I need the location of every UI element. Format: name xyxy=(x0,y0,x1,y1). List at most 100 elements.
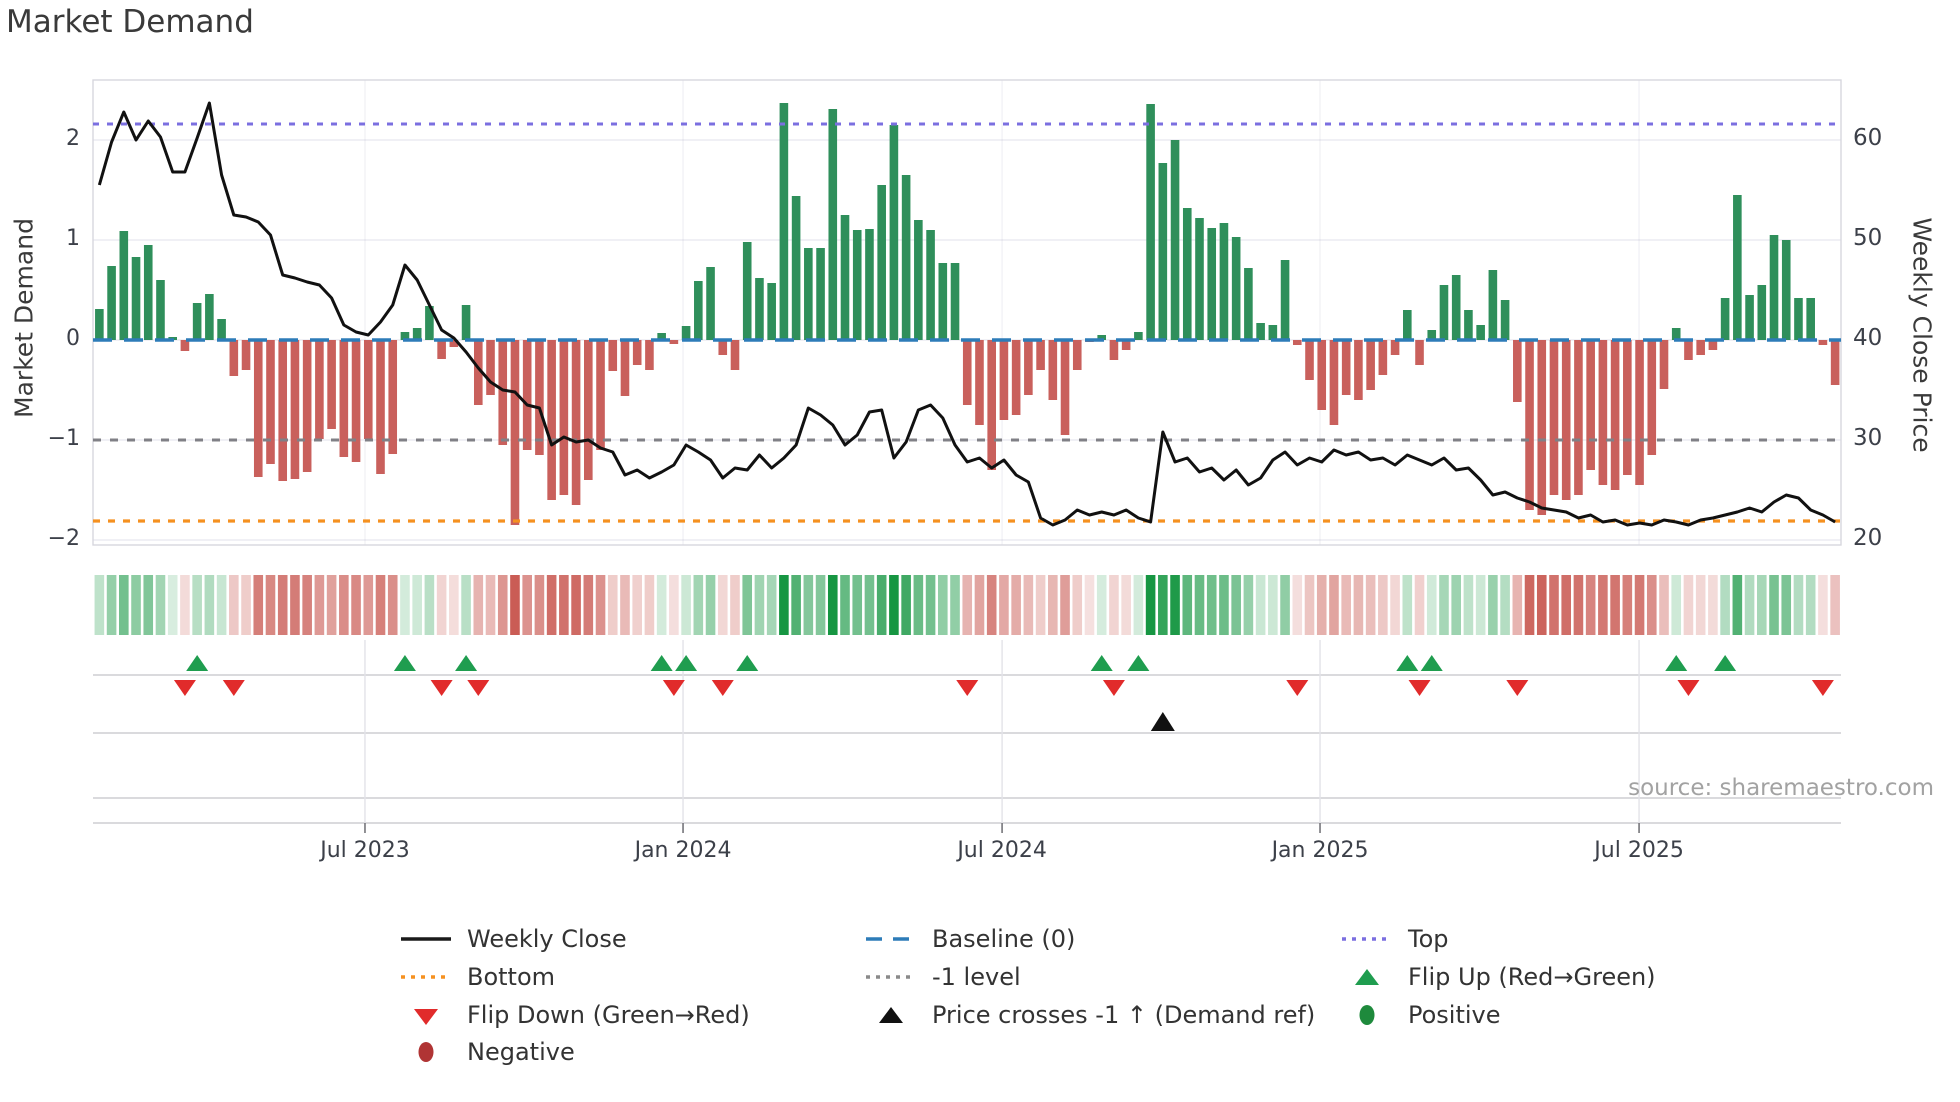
heatmap-cell xyxy=(1304,575,1315,635)
flip-up-marker xyxy=(1090,655,1113,671)
heatmap-cell xyxy=(1500,575,1510,635)
heatmap-cell xyxy=(815,575,826,635)
heatmap-cell xyxy=(253,575,264,635)
demand-bar xyxy=(755,278,764,340)
demand-bar xyxy=(608,340,618,371)
heatmap-cell xyxy=(1378,575,1388,635)
heatmap-cell xyxy=(119,575,129,635)
heatmap-cell xyxy=(302,575,312,635)
demand-bar xyxy=(1415,340,1424,365)
heatmap-cell xyxy=(974,575,985,635)
demand-bar xyxy=(1244,268,1253,340)
demand-bar xyxy=(1635,340,1644,485)
heatmap-cell xyxy=(1170,575,1180,635)
demand-bar xyxy=(987,340,996,470)
legend-item-label: Bottom xyxy=(467,963,556,991)
demand-bar xyxy=(1011,340,1021,415)
heatmap-cell xyxy=(742,575,753,635)
heatmap-cell xyxy=(1243,575,1254,635)
triangle-up-icon xyxy=(879,1007,903,1023)
heatmap-cell xyxy=(1634,575,1645,635)
demand-bar xyxy=(1513,340,1522,402)
legend-item-label: -1 level xyxy=(932,963,1021,991)
demand-bar xyxy=(1561,340,1571,500)
heatmap-cell xyxy=(925,575,936,635)
flip-down-marker xyxy=(1102,680,1125,696)
ellipse-icon xyxy=(1359,1005,1375,1025)
demand-bar xyxy=(388,340,398,454)
heatmap-cell xyxy=(1255,575,1266,635)
legend-item-label: Baseline (0) xyxy=(932,925,1076,953)
heatmap-cell xyxy=(1048,575,1058,635)
demand-bar xyxy=(742,242,752,340)
heatmap-cell xyxy=(644,575,655,635)
heatmap-cell xyxy=(1365,575,1376,635)
heatmap-cell xyxy=(1426,575,1437,635)
flip-down-marker xyxy=(1677,680,1700,696)
heatmap-cell xyxy=(1194,575,1205,635)
demand-bar xyxy=(1256,323,1265,340)
demand-bar xyxy=(1537,340,1547,515)
demand-bar xyxy=(180,340,190,351)
demand-bar xyxy=(400,332,410,340)
demand-bar xyxy=(461,305,471,340)
demand-bar xyxy=(1427,330,1437,340)
solid-line-icon xyxy=(399,926,453,952)
demand-bar xyxy=(718,340,728,355)
heatmap-cell xyxy=(510,575,520,635)
demand-bar xyxy=(1733,195,1742,340)
heatmap-cell xyxy=(1329,575,1339,635)
heatmap-cell xyxy=(1561,575,1572,635)
demand-bar xyxy=(1574,340,1583,495)
dotted-line-icon xyxy=(1342,937,1392,941)
flip-down-marker xyxy=(430,680,453,696)
heatmap-cell xyxy=(840,575,850,635)
flip-up-marker xyxy=(1127,655,1150,671)
heatmap-cell xyxy=(1280,575,1290,635)
demand-bar xyxy=(1403,310,1412,340)
legend-item: Bottom xyxy=(399,962,555,992)
demand-bar xyxy=(1378,340,1388,375)
demand-bar xyxy=(1525,340,1534,510)
demand-bar xyxy=(510,340,520,525)
heatmap-cell xyxy=(901,575,911,635)
demand-bar xyxy=(767,283,776,340)
heatmap-cell xyxy=(192,575,202,635)
heatmap-cell xyxy=(106,575,117,635)
heatmap-cell xyxy=(412,575,422,635)
demand-bar xyxy=(376,340,385,474)
heatmap-cell xyxy=(766,575,777,635)
heatmap-cell xyxy=(1268,575,1278,635)
heatmap-cell xyxy=(94,575,105,635)
heatmap-cell xyxy=(1756,575,1767,635)
heatmap-cell xyxy=(620,575,630,635)
plot-border xyxy=(92,79,1842,546)
heatmap-cell xyxy=(827,575,838,635)
heatmap-cell xyxy=(1292,575,1303,635)
heatmap-cell xyxy=(1182,575,1193,635)
demand-bar xyxy=(412,328,422,340)
dotted-line-icon xyxy=(1340,926,1394,952)
heatmap-cell xyxy=(1133,575,1144,635)
demand-bar xyxy=(828,109,838,340)
demand-bar xyxy=(1390,340,1400,355)
heatmap-cell xyxy=(1781,575,1792,635)
heatmap-cell xyxy=(534,575,545,635)
heatmap-cell xyxy=(1316,575,1327,635)
heatmap-cell xyxy=(986,575,997,635)
heatmap-cell xyxy=(1683,575,1694,635)
demand-bar xyxy=(1586,340,1595,470)
demand-bar xyxy=(1671,328,1681,340)
heatmap-cell xyxy=(1695,575,1706,635)
legend-item-label: Price crosses -1 ↑ (Demand ref) xyxy=(932,1001,1316,1029)
heatmap-cell xyxy=(1622,575,1633,635)
demand-bar xyxy=(706,267,715,340)
demand-bar xyxy=(302,340,312,472)
demand-bar xyxy=(1024,340,1033,395)
demand-bar xyxy=(804,248,813,340)
price-cross-marker xyxy=(1150,712,1175,731)
dashed-line-icon xyxy=(866,937,916,941)
demand-bar xyxy=(1647,340,1657,455)
demand-bar xyxy=(1182,208,1192,340)
